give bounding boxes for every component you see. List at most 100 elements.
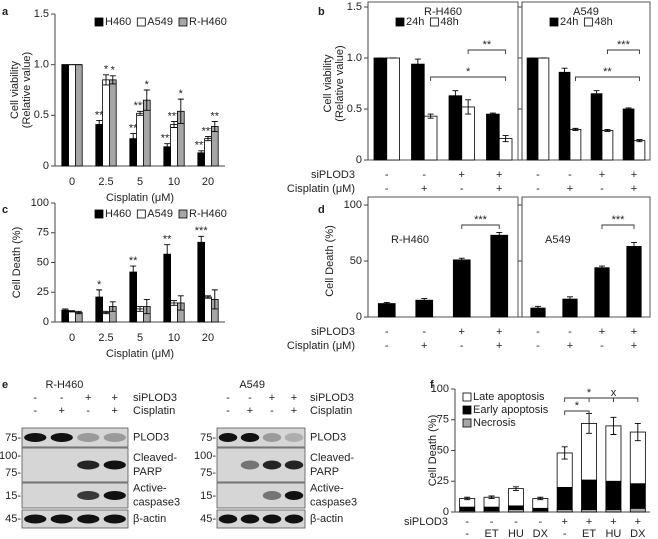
bar xyxy=(61,64,69,167)
panel-title: R-H460 xyxy=(391,234,429,246)
significance-bracket xyxy=(574,76,640,81)
condition-sign: + xyxy=(599,326,605,338)
bar xyxy=(601,130,614,161)
error-bar xyxy=(62,308,69,312)
condition-sign: + xyxy=(247,405,253,417)
y-tick-label: 100 xyxy=(431,383,449,395)
bar xyxy=(558,71,571,161)
legend-label: 48h xyxy=(440,16,458,28)
error-bar xyxy=(211,120,218,132)
size-marker: 100- xyxy=(0,450,21,462)
condition-label: Cisplatin (μM) xyxy=(287,183,355,195)
legend-swatch xyxy=(94,209,104,219)
x-tick-label: 2.5 xyxy=(98,332,113,344)
condition-label: siPLOD3 xyxy=(404,516,448,528)
significance-label: ** xyxy=(129,255,138,267)
bar xyxy=(507,488,524,507)
blot-band xyxy=(103,514,126,524)
condition-sign: ET xyxy=(485,528,499,539)
y-tick-label: 0 xyxy=(356,311,362,323)
error-bar xyxy=(130,265,137,279)
significance-label: *** xyxy=(195,225,209,237)
y-axis-label: (Relative value) xyxy=(334,45,346,121)
condition-sign: + xyxy=(459,169,465,181)
y-tick-label: 25 xyxy=(437,475,449,487)
blot-band xyxy=(262,514,282,524)
error-bar xyxy=(502,135,509,143)
bar xyxy=(448,95,463,161)
y-tick-label: 0 xyxy=(43,316,49,328)
bar xyxy=(61,309,69,323)
significance-bracket xyxy=(430,76,507,81)
x-tick-label: 0 xyxy=(69,176,75,188)
bar xyxy=(109,79,117,167)
legend-label: R-H460 xyxy=(189,208,227,220)
y-tick-label: 75 xyxy=(437,414,449,426)
condition-sign: - xyxy=(600,183,604,195)
error-bar xyxy=(143,298,150,315)
error-bar xyxy=(610,416,617,435)
blot-band xyxy=(284,491,304,500)
size-marker: 75- xyxy=(200,467,216,479)
y-tick-label: 50 xyxy=(437,444,449,456)
error-bar xyxy=(198,235,205,249)
bar xyxy=(102,79,110,167)
y-tick-label: 100 xyxy=(344,199,362,211)
legend-label: A549 xyxy=(147,16,173,28)
blot-band xyxy=(103,491,126,500)
condition-label: siPLOD3 xyxy=(310,392,354,404)
y-tick-label: 0 xyxy=(43,160,49,172)
condition-label: siPLOD3 xyxy=(311,326,355,338)
error-bar xyxy=(465,99,472,115)
bar xyxy=(75,64,83,167)
condition-sign: + xyxy=(635,516,641,528)
panel-title: R-H460 xyxy=(424,6,462,18)
bar xyxy=(204,138,212,167)
y-tick-label: 0 xyxy=(443,506,449,518)
condition-sign: - xyxy=(490,516,494,528)
size-marker: 75- xyxy=(5,432,21,444)
error-bar xyxy=(458,257,465,263)
condition-sign: + xyxy=(459,326,465,338)
error-bar xyxy=(421,298,428,303)
bar xyxy=(204,296,212,323)
condition-label: Cisplatin xyxy=(310,405,352,417)
significance-bracket xyxy=(461,224,500,229)
blot-strip xyxy=(21,447,129,483)
legend-swatch xyxy=(462,405,472,415)
condition-label: siPLOD3 xyxy=(311,169,355,181)
panel-title: A549 xyxy=(545,234,571,246)
blot-label: Cleaved- xyxy=(310,452,354,464)
error-bar xyxy=(143,89,150,111)
error-bar xyxy=(130,133,137,145)
significance-label: ** xyxy=(483,39,492,51)
condition-sign: - xyxy=(385,169,389,181)
legend-swatch xyxy=(462,392,472,402)
condition-sign: + xyxy=(561,516,567,528)
error-bar xyxy=(103,310,109,315)
significance-label: * xyxy=(104,64,109,76)
condition-sign: - xyxy=(385,326,389,338)
error-bar xyxy=(634,422,641,442)
blot-band xyxy=(240,514,260,524)
legend-label: H460 xyxy=(105,16,131,28)
condition-sign: - xyxy=(385,340,389,352)
blot-band xyxy=(262,491,282,500)
bar xyxy=(163,253,172,323)
error-bar xyxy=(177,295,184,311)
condition-sign: + xyxy=(291,392,297,404)
blot-label: caspase3 xyxy=(133,496,180,508)
error-bar xyxy=(177,98,184,124)
condition-sign: - xyxy=(385,183,389,195)
error-bar xyxy=(572,127,579,131)
bar xyxy=(461,106,475,161)
legend-swatch xyxy=(136,17,146,27)
error-bar xyxy=(631,242,637,251)
condition-sign: + xyxy=(631,183,637,195)
condition-sign: + xyxy=(567,340,573,352)
significance-label: * xyxy=(145,79,150,91)
error-bar xyxy=(625,107,632,111)
y-tick-label: 50 xyxy=(37,256,49,268)
